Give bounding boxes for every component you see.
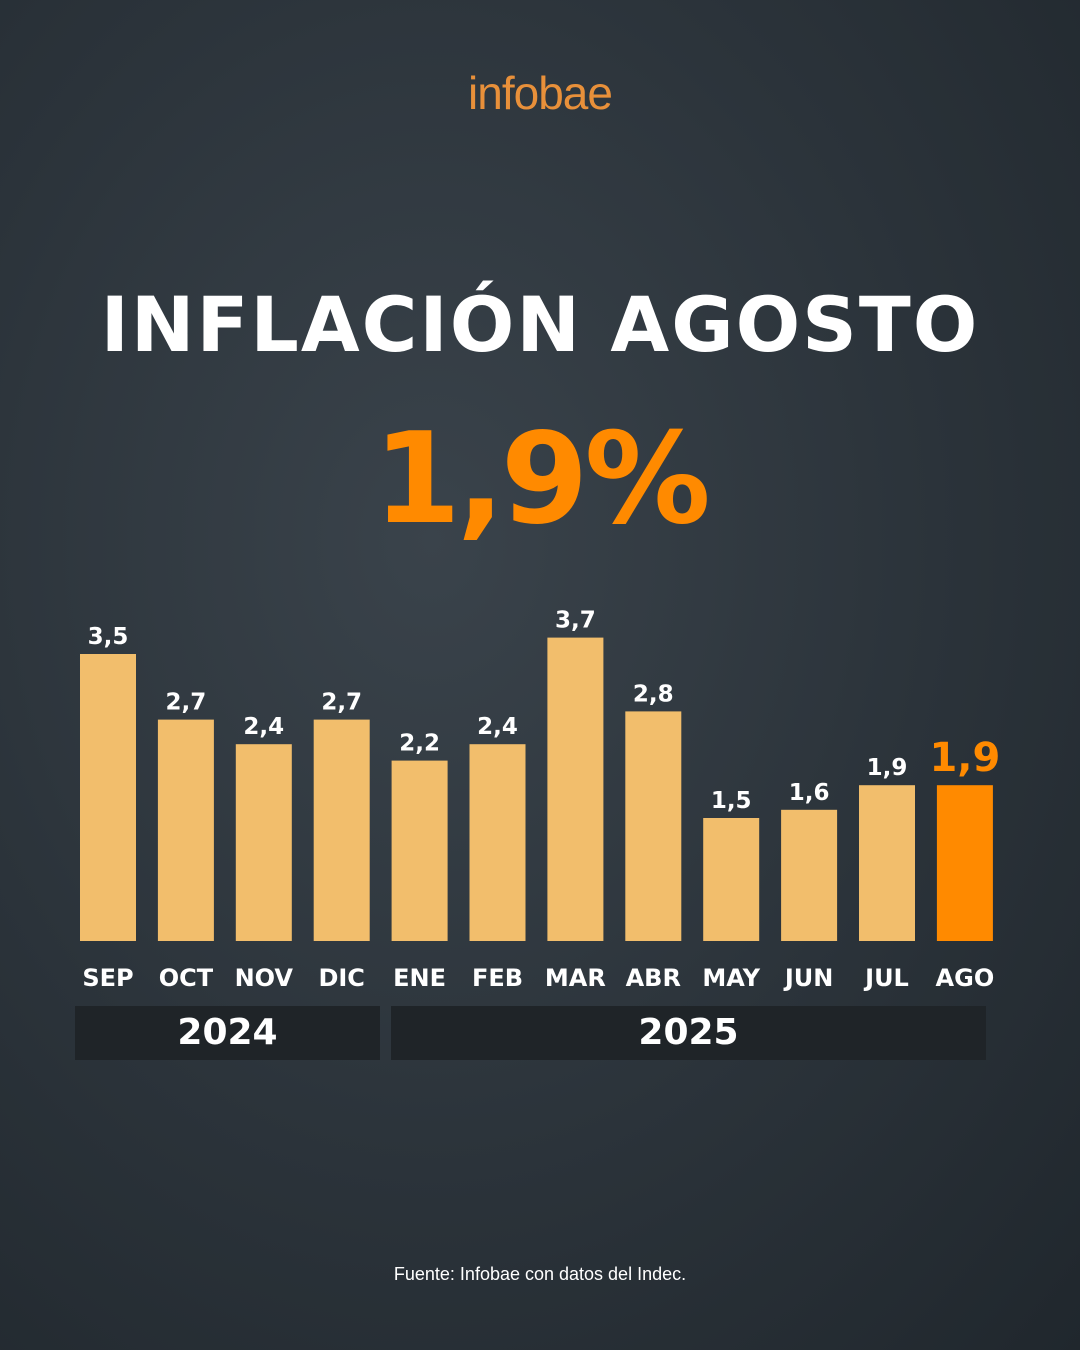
source-note: Fuente: Infobae con datos del Indec. — [393, 1264, 687, 1284]
bar-nov — [235, 744, 292, 941]
year-label-2025: 2025 — [391, 1006, 986, 1060]
data-label-jun: 1,6 — [789, 780, 830, 806]
bar-chart: 3,5 SEP 2,7 OCT 2,4 NOV 2,7 DIC 2,2 ENE 2,4 FEB 3,7 M… — [80, 608, 1001, 992]
data-label-mar: 3,7 — [555, 608, 596, 634]
data-label-dic: 2,7 — [321, 690, 362, 716]
bar-jul — [859, 785, 915, 941]
bar-may — [703, 818, 760, 941]
data-label-feb: 2,4 — [477, 714, 518, 740]
bar-dic — [313, 719, 370, 941]
data-label-ago: 1,9 — [929, 735, 1000, 781]
bar-jun — [781, 809, 838, 941]
page-title: INFLACIÓN AGOSTO — [100, 280, 980, 369]
bar-sep — [80, 654, 136, 941]
bar-oct — [157, 719, 214, 941]
data-label-may: 1,5 — [711, 788, 752, 814]
data-label-jul: 1,9 — [867, 755, 908, 781]
data-label-oct: 2,7 — [166, 690, 207, 716]
data-label-sep: 3,5 — [88, 624, 129, 650]
month-label-sep: SEP — [82, 964, 133, 992]
bar-ene — [391, 760, 448, 941]
bar-ago — [936, 785, 993, 941]
infobae-logo: infobae — [468, 67, 613, 119]
month-label-dic: DIC — [318, 964, 364, 992]
headline-value: 1,9% — [373, 405, 710, 552]
month-label-mar: MAR — [545, 964, 606, 992]
month-label-feb: FEB — [472, 964, 523, 992]
month-label-may: MAY — [702, 964, 760, 992]
month-label-ene: ENE — [393, 964, 446, 992]
data-label-ene: 2,2 — [399, 731, 440, 757]
bar-feb — [469, 744, 526, 941]
month-label-jun: JUN — [783, 964, 834, 992]
bar-mar — [547, 637, 604, 941]
month-label-jul: JUL — [863, 964, 909, 992]
year-label-2024: 2024 — [75, 1006, 380, 1060]
month-label-oct: OCT — [159, 964, 214, 992]
data-label-nov: 2,4 — [243, 714, 284, 740]
data-label-abr: 2,8 — [633, 681, 674, 707]
month-label-abr: ABR — [626, 964, 681, 992]
bar-abr — [625, 711, 682, 941]
month-label-nov: NOV — [235, 964, 294, 992]
month-label-ago: AGO — [936, 964, 995, 992]
